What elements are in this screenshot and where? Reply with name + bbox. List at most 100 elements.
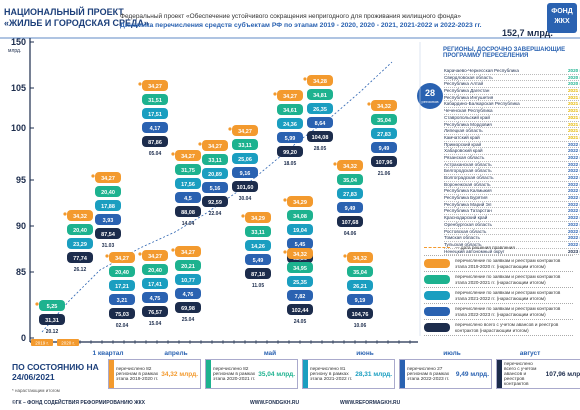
pill (175, 178, 201, 189)
pill (371, 100, 397, 111)
pill-value: 35,04 (343, 178, 358, 184)
y-tick-label: 150 (11, 37, 26, 47)
pill (347, 266, 373, 277)
pill (337, 160, 363, 171)
summary-text: перечислено всего с учетом авансов и рее… (504, 361, 537, 387)
region-year: 2022 год (567, 235, 580, 241)
pill-value: 35,04 (377, 118, 392, 124)
region-row: Рязанская область 2022 год (444, 155, 580, 162)
pill-value: 34,32 (353, 256, 367, 262)
date-label: 31.03 (102, 243, 115, 249)
summary-value: 34,32 млрд. (161, 370, 198, 378)
region-name: Ставропольский край (444, 114, 490, 120)
pill-value: 34,61 (283, 108, 297, 114)
pill (287, 210, 313, 221)
pill-value: 4,76 (183, 292, 194, 298)
region-name: Ростовская область (444, 228, 487, 234)
pill-value: 99,20 (283, 150, 297, 156)
month-label: апрель (164, 350, 187, 357)
pill-value: 19,04 (293, 228, 308, 234)
summary-text: перечислено 82 регионам в рамках этапа 2… (213, 366, 256, 382)
pill (277, 146, 303, 157)
legend-item: перечислено всего с учетом авансов и рее… (424, 320, 573, 336)
y-tick-label: 85 (16, 267, 26, 277)
pill (175, 206, 201, 217)
region-year: 2022 год (567, 215, 580, 221)
region-name: Республика Дагестан (444, 88, 490, 94)
pill-value: 34,32 (293, 252, 307, 258)
region-row: Приморский край 2022 год (444, 142, 580, 149)
pill-value: 31,75 (181, 168, 195, 174)
pill (347, 252, 373, 263)
date-label: 22.04 (209, 211, 222, 217)
pill-value: 20,40 (73, 228, 87, 234)
pill-value: 23,29 (73, 242, 87, 248)
date-label: 25.04 (182, 317, 195, 323)
pill-value: 9,49 (379, 146, 390, 152)
date-dot (171, 152, 175, 156)
pill (142, 250, 168, 261)
pill (67, 252, 93, 263)
pill (347, 280, 373, 291)
pill-value: 20,40 (101, 190, 115, 196)
pill (202, 182, 228, 193)
region-row: Камчатский край 2021 год (444, 135, 580, 142)
region-name: Республика Ингушетия (444, 94, 494, 100)
region-row: Кабардино-Балкарская Республика 2021 год (444, 101, 580, 109)
pill-value: 75,03 (115, 312, 129, 318)
date-dot (63, 212, 67, 216)
pill-value: 34,29 (251, 216, 265, 222)
pill (287, 262, 313, 273)
date-label: 11.05 (252, 283, 264, 289)
date-dot (283, 198, 287, 202)
region-name: Краснодарский край (444, 215, 488, 221)
region-year: 2022 год (567, 181, 580, 187)
pill-value: 20,40 (148, 268, 162, 274)
pill-value: 27,83 (377, 132, 391, 138)
pill (109, 280, 135, 291)
pill (142, 306, 168, 317)
region-year: 2020 год (567, 74, 580, 80)
legend-text: — дата решения правления (455, 244, 515, 250)
date-dot (138, 252, 142, 256)
pill-value: 92,59 (208, 200, 222, 206)
pill-value: 34,95 (293, 266, 307, 272)
pill (337, 188, 363, 199)
date-dot (198, 142, 202, 146)
pill-value: 5,99 (285, 136, 296, 142)
pill (232, 139, 258, 150)
pill-value: 17,88 (101, 204, 115, 210)
region-name: Чеченская Республика (444, 108, 493, 114)
pill (287, 224, 313, 235)
note: * нарастающим итогом (12, 388, 60, 393)
pill-value: 31,51 (148, 98, 162, 104)
date-label: 15.04 (149, 321, 162, 327)
region-row: Ставропольский край 2021 год (444, 115, 580, 122)
pill-value: 101,60 (237, 185, 254, 191)
pill-value: 34,32 (377, 104, 391, 110)
pill (307, 103, 333, 114)
region-row: Томская область 2022 год (444, 235, 580, 242)
legend-item: перечисление по заявкам и реестрам контр… (424, 272, 573, 288)
pill (287, 304, 313, 315)
summary-box: перечислено 27 регионам в рамках этапа 2… (399, 359, 492, 389)
legend-item: перечисление по заявкам и реестрам контр… (424, 288, 573, 304)
region-year: 2020 год (567, 68, 580, 73)
pill-value: 4,75 (150, 296, 161, 302)
region-row: Республика Татарстан 2022 год (444, 208, 580, 216)
pill (175, 246, 201, 257)
date-dot (138, 82, 142, 86)
month-label: 1 квартал (92, 350, 123, 357)
pill (307, 89, 333, 100)
summary-box: перечислено 81 региону в рамках этапа 20… (302, 359, 395, 389)
summary-text: перечислено 27 регионам в рамках этапа 2… (407, 366, 450, 382)
legend-swatch (424, 247, 450, 248)
date-label: 04.06 (344, 231, 357, 237)
date-dot (35, 302, 39, 306)
pill (39, 300, 65, 311)
pill-value: 107,68 (342, 220, 359, 226)
pill-value: 3,93 (103, 218, 114, 224)
summary-value: 35,04 млрд. (258, 370, 295, 378)
pill-value: 20,40 (115, 270, 129, 276)
